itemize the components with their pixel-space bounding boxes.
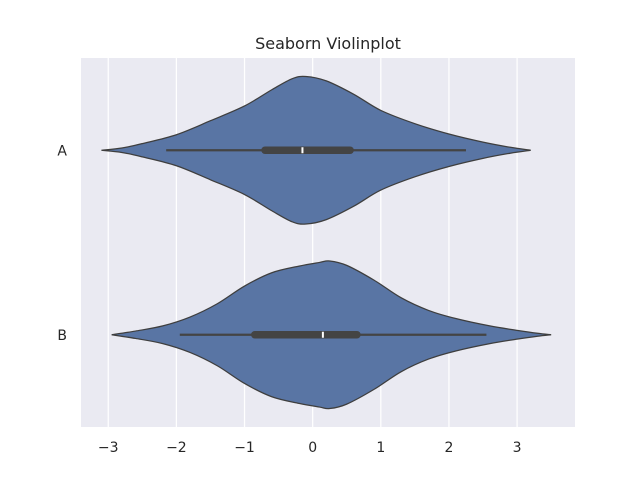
y-tick-labels: AB	[57, 143, 67, 344]
x-tick-label: 1	[376, 440, 385, 456]
y-tick-label: B	[57, 328, 67, 344]
x-tick-label: −2	[166, 440, 187, 456]
x-tick-label: −3	[98, 440, 119, 456]
violin-A	[101, 75, 531, 225]
chart-title: Seaborn Violinplot	[255, 34, 401, 53]
x-tick-labels: −3 −2 −1 0 1 2 3	[98, 440, 522, 456]
violins	[101, 75, 552, 410]
y-tick-label: A	[57, 143, 67, 159]
x-tick-label: 3	[513, 440, 522, 456]
x-tick-label: 2	[444, 440, 453, 456]
x-tick-label: 0	[308, 440, 317, 456]
violin-B	[111, 260, 552, 410]
x-tick-label: −1	[234, 440, 255, 456]
